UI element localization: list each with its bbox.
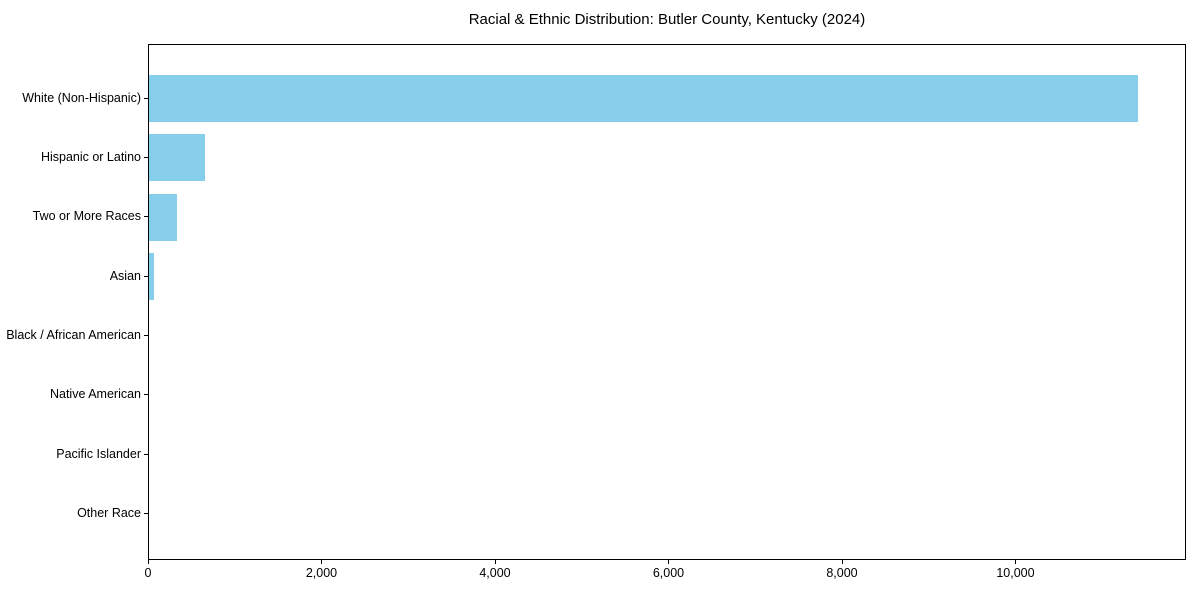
y-tick-mark <box>144 513 148 515</box>
y-axis-category-label: Other Race <box>77 506 141 521</box>
y-tick-mark <box>144 275 148 277</box>
x-tick-label: 6,000 <box>652 566 685 580</box>
y-tick-mark <box>144 334 148 336</box>
bar <box>149 253 155 301</box>
y-axis-category-label: Asian <box>109 268 141 283</box>
y-tick-mark <box>144 156 148 158</box>
x-tick-label: 8,000 <box>826 566 858 580</box>
x-tick-label: 0 <box>144 566 152 580</box>
x-tick-mark <box>321 560 323 564</box>
bar <box>149 134 206 182</box>
y-axis-category-label: Hispanic or Latino <box>40 149 141 164</box>
x-tick-label: 2,000 <box>305 566 338 580</box>
y-tick-mark <box>144 394 148 396</box>
x-tick-mark <box>494 560 496 564</box>
y-axis-category-label: Black / African American <box>6 327 141 342</box>
plot-area <box>148 44 1186 560</box>
bar <box>149 75 1138 122</box>
y-tick-mark <box>144 97 148 99</box>
y-tick-mark <box>144 216 148 218</box>
bar <box>149 193 177 241</box>
y-axis-category-label: White (Non-Hispanic) <box>22 90 141 105</box>
y-axis-category-label: Two or More Races <box>32 209 141 224</box>
x-tick-mark <box>1015 560 1017 564</box>
x-tick-label: 10,000 <box>996 566 1035 580</box>
x-tick-mark <box>148 560 149 564</box>
y-axis-category-label: Pacific Islander <box>56 446 141 461</box>
x-tick-label: 4,000 <box>479 566 511 580</box>
y-axis-category-label: Native American <box>49 387 141 402</box>
x-tick-mark <box>668 560 670 564</box>
x-tick-mark <box>841 560 843 564</box>
y-tick-mark <box>144 453 148 455</box>
chart-title: Racial & Ethnic Distribution: Butler Cou… <box>468 11 866 28</box>
